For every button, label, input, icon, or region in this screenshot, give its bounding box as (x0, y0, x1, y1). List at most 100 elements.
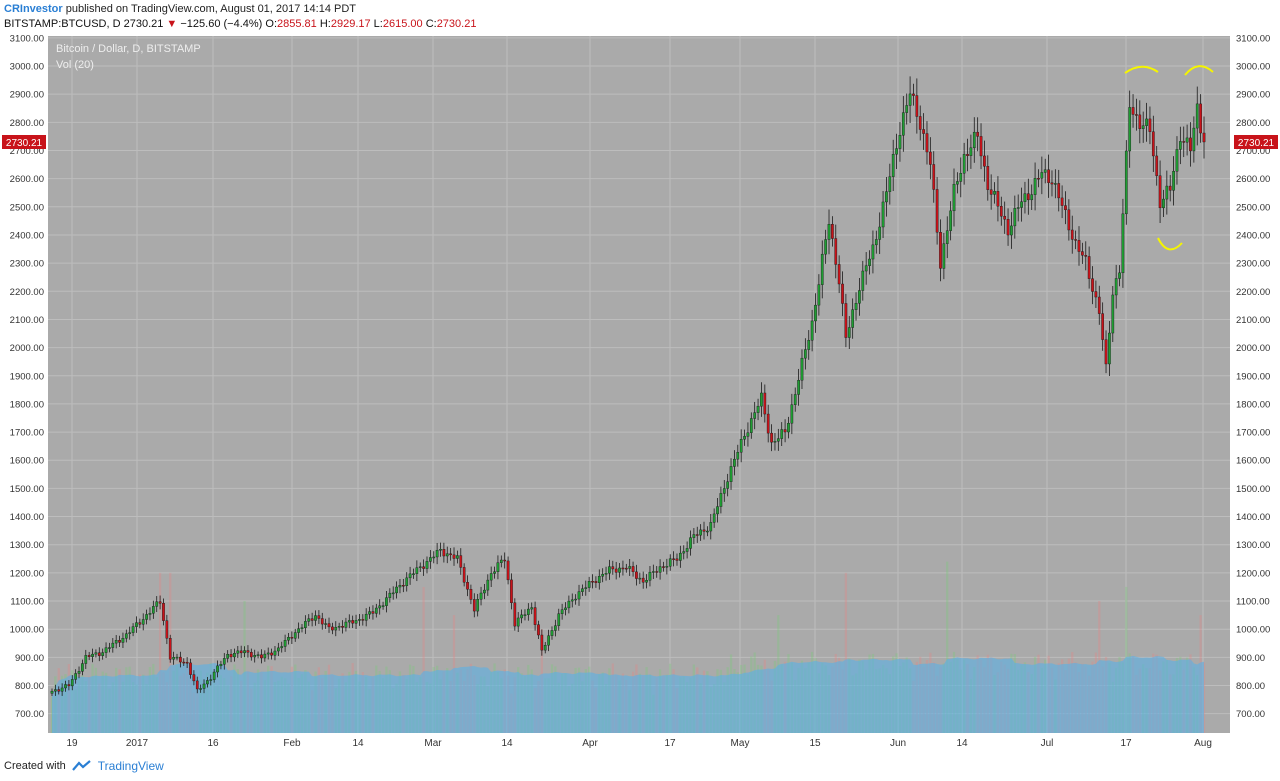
candle-down (641, 571, 645, 589)
candle-up (648, 566, 652, 587)
candle-up (152, 600, 155, 619)
candle-up (827, 209, 831, 255)
candle-up (74, 669, 77, 684)
candle-up (121, 632, 125, 649)
candle-up (668, 554, 672, 571)
candle-up (746, 422, 750, 447)
candle-up (1040, 156, 1044, 195)
candle-up (398, 579, 402, 594)
y-tick-label: 3000.00 (10, 62, 44, 73)
candle-down (989, 174, 993, 210)
candle-down (986, 155, 990, 201)
candle-down (614, 561, 618, 580)
candle-up (1108, 320, 1111, 377)
y-tick-label: 1600.00 (1236, 456, 1270, 467)
candle-up (1043, 158, 1047, 184)
candle-up (283, 634, 287, 652)
candle-up (550, 626, 554, 640)
candle-up (618, 562, 621, 578)
candle-down (1101, 302, 1104, 351)
svg-text:2730.21: 2730.21 (1238, 138, 1275, 149)
candle-up (679, 545, 682, 568)
high-label: H: (319, 18, 331, 30)
last-price: 2730.21 (123, 18, 164, 30)
candle-down (1006, 208, 1010, 246)
candle-up (219, 660, 223, 670)
candle-down (925, 121, 929, 165)
plot-area[interactable] (48, 36, 1230, 733)
y-tick-label: 1400.00 (1236, 512, 1270, 523)
candle-down (611, 560, 615, 575)
candle-up (84, 649, 88, 669)
candle-up (243, 646, 246, 658)
x-axis: 19 2017 16 Feb 14 Mar 14 Apr 17 May 15 Jun 14 Jul 17 Au… (66, 738, 1211, 749)
candle-up (104, 642, 108, 658)
candle-up (266, 647, 270, 660)
candle-up (962, 142, 966, 185)
candle-up (418, 562, 422, 573)
candle-up (760, 382, 763, 417)
candle-down (320, 612, 324, 630)
candle-up (807, 330, 811, 360)
candle-down (1158, 160, 1162, 224)
candle-down (1097, 285, 1101, 325)
y-tick-label: 2000.00 (1236, 343, 1270, 354)
y-tick-label: 2200.00 (1236, 287, 1270, 298)
candle-up (871, 230, 875, 274)
candle-up (391, 586, 395, 600)
candle-up (756, 398, 760, 421)
candle-down (912, 83, 915, 106)
candle-down (1135, 98, 1138, 131)
candle-up (94, 649, 98, 658)
candle-up (486, 574, 490, 596)
candle-up (135, 616, 138, 633)
candle-up (895, 133, 898, 170)
candle-down (837, 255, 841, 294)
candle-up (577, 584, 581, 606)
candle-up (70, 675, 74, 691)
candle-down (672, 551, 675, 567)
candle-down (537, 620, 540, 639)
candle-down (929, 137, 932, 180)
candle-down (459, 548, 463, 575)
candle-up (733, 450, 736, 476)
candle-down (185, 657, 189, 668)
x-tick-label: Jun (890, 738, 906, 749)
candle-up (145, 609, 148, 625)
y-tick-label: 1600.00 (10, 456, 44, 467)
candle-up (858, 277, 861, 316)
created-with-label: Created with (4, 760, 66, 772)
candle-up (334, 621, 338, 637)
candle-up (307, 614, 311, 626)
candle-up (530, 602, 534, 615)
candle-up (584, 580, 588, 596)
candle-up (493, 566, 496, 579)
top-arc-1 (1124, 65, 1159, 74)
candle-up (861, 260, 865, 301)
y-axis-left: 700.00 800.00 900.00 1000.00 1100.00 1200.00 1… (10, 33, 44, 720)
y-tick-label: 2900.00 (1236, 90, 1270, 101)
candle-up (304, 615, 307, 634)
candle-up (587, 576, 591, 592)
candle-down (1131, 94, 1135, 128)
candle-up (277, 642, 280, 656)
y-tick-label: 800.00 (15, 681, 44, 692)
candle-up (131, 623, 135, 637)
author-link[interactable]: CRInvestor (4, 3, 63, 15)
candle-down (1138, 100, 1142, 144)
candle-down (361, 614, 365, 626)
tradingview-brand[interactable]: TradingView (97, 759, 164, 773)
candle-down (966, 138, 969, 172)
candle-up (412, 568, 415, 579)
candle-down (763, 384, 767, 423)
y-tick-label: 3100.00 (1236, 33, 1270, 44)
candle-up (388, 588, 392, 603)
candle-down (341, 620, 344, 634)
candle-up (408, 566, 412, 585)
candle-up (297, 622, 300, 639)
candle-up (969, 134, 973, 169)
candle-up (820, 240, 824, 299)
candle-down (831, 216, 834, 247)
candle-up (233, 648, 236, 662)
